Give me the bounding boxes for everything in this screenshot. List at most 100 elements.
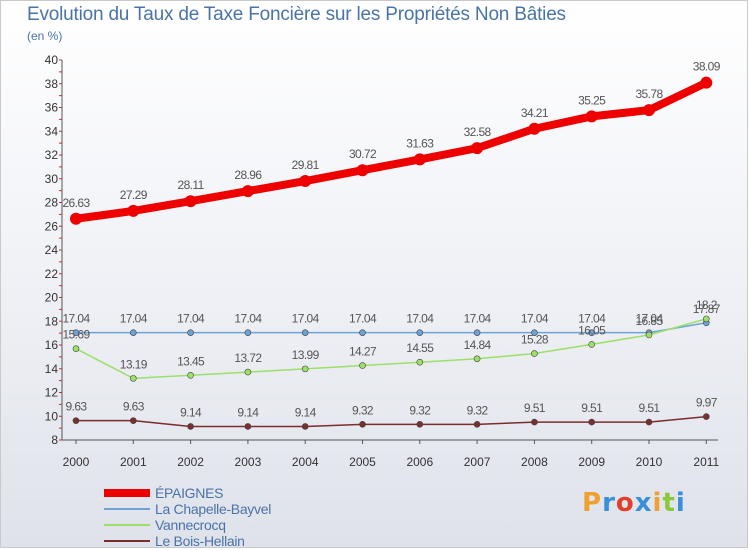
data-label-0: 35.25 [578,93,606,107]
data-label-0: 34.21 [521,106,549,120]
data-label-0: 28.11 [178,178,205,192]
data-point-2 [244,368,252,376]
data-point-1 [531,329,538,336]
data-label-2: 14.27 [349,345,377,359]
series-line-1 [75,322,708,334]
data-label-0: 29.81 [292,158,320,172]
data-label-1: 17.04 [521,312,549,326]
series-line-2 [75,318,708,380]
y-tick-label: 18 [45,314,59,328]
logo-letter: t [662,488,676,518]
y-tick-label: 26 [45,219,59,233]
data-label-3: 9.51 [524,401,546,415]
legend-label: Le Bois-Hellain [155,533,245,549]
data-label-3: 9.14 [180,405,202,419]
y-tick-label: 36 [45,101,59,115]
data-label-3: 9.32 [467,403,489,417]
y-axis-ticks: 8 10 12 14 16 18 20 22 24 26 28 30 32 34 36 38 40 [45,53,59,447]
data-label-2: 13.19 [120,357,148,371]
data-label-0: 27.29 [120,188,148,202]
data-point-1 [588,329,596,336]
data-label-1: 17.04 [234,312,262,326]
data-point-1 [130,329,137,336]
data-label-1: 17.04 [406,312,434,326]
data-label-3: 9.14 [237,405,259,419]
data-point-0 [643,104,655,117]
axes [59,59,718,441]
data-label-1: 17.04 [62,312,90,326]
data-point-1 [301,329,309,336]
x-tick-label: 2002 [177,455,204,469]
data-label-2: 13.72 [234,351,262,365]
y-tick-label: 12 [45,386,59,400]
data-label-1: 17.87 [693,302,721,316]
series-points [70,76,713,430]
logo-letter: o [615,488,635,518]
x-tick-label: 2004 [292,455,319,469]
data-point-3 [416,421,424,428]
data-point-1 [416,329,424,336]
x-tick-label: 2008 [521,455,548,469]
data-label-2: 16.05 [578,323,606,337]
legend-swatch [104,540,150,542]
y-axis-unit-label: (en %) [27,29,63,43]
x-tick-label: 2005 [349,455,376,469]
data-point-0 [70,212,82,225]
data-label-2: 15.69 [62,328,90,342]
data-point-3 [531,418,538,426]
data-label-2: 15.28 [521,333,549,347]
data-point-1 [187,329,194,336]
legend-swatch [104,524,150,526]
y-tick-label: 28 [45,196,59,210]
logo-letter: r [602,488,616,518]
logo-letter: P [582,488,603,518]
data-point-3 [130,417,137,424]
x-tick-label: 2007 [464,455,491,469]
data-label-3: 9.32 [352,403,374,417]
series-line-3 [75,415,708,428]
legend-label: ÉPAIGNES [155,485,224,501]
data-label-1: 17.04 [120,312,148,326]
data-label-3: 9.63 [66,400,88,414]
data-point-0 [700,76,713,89]
x-tick-label: 2011 [693,455,719,469]
data-label-2: 14.55 [406,341,434,355]
data-point-3 [301,423,309,430]
data-point-3 [473,421,481,428]
y-tick-label: 16 [45,338,59,352]
data-point-0 [241,185,254,198]
data-label-1: 17.04 [349,312,377,326]
series-lines [72,78,711,428]
data-point-0 [413,153,426,166]
y-tick-label: 8 [51,433,58,447]
data-point-0 [471,142,484,155]
data-point-2 [531,350,538,357]
x-tick-label: 2009 [578,455,605,469]
data-point-3 [645,418,653,426]
y-tick-label: 14 [45,362,59,376]
data-point-2 [130,375,137,382]
data-point-2 [72,345,80,352]
data-label-1: 17.04 [177,312,205,326]
data-point-3 [244,423,252,430]
data-point-3 [72,417,80,424]
data-point-0 [356,164,369,177]
data-point-0 [585,110,598,123]
data-label-1: 17.04 [578,312,606,326]
data-label-3: 9.51 [639,401,661,415]
data-label-1: 17.04 [635,312,663,326]
data-label-2: 16.85 [635,314,663,328]
x-tick-label: 2000 [63,455,90,469]
data-point-2 [473,355,481,363]
data-label-3: 9.14 [295,405,317,419]
y-tick-label: 34 [45,124,59,138]
data-point-2 [301,365,309,373]
data-label-1: 17.04 [464,312,492,326]
y-tick-label: 20 [45,291,59,305]
data-label-0: 26.63 [62,196,90,210]
data-label-2: 18.2 [696,298,718,312]
data-label-0: 32.58 [464,125,492,139]
data-label-0: 31.63 [406,136,434,150]
